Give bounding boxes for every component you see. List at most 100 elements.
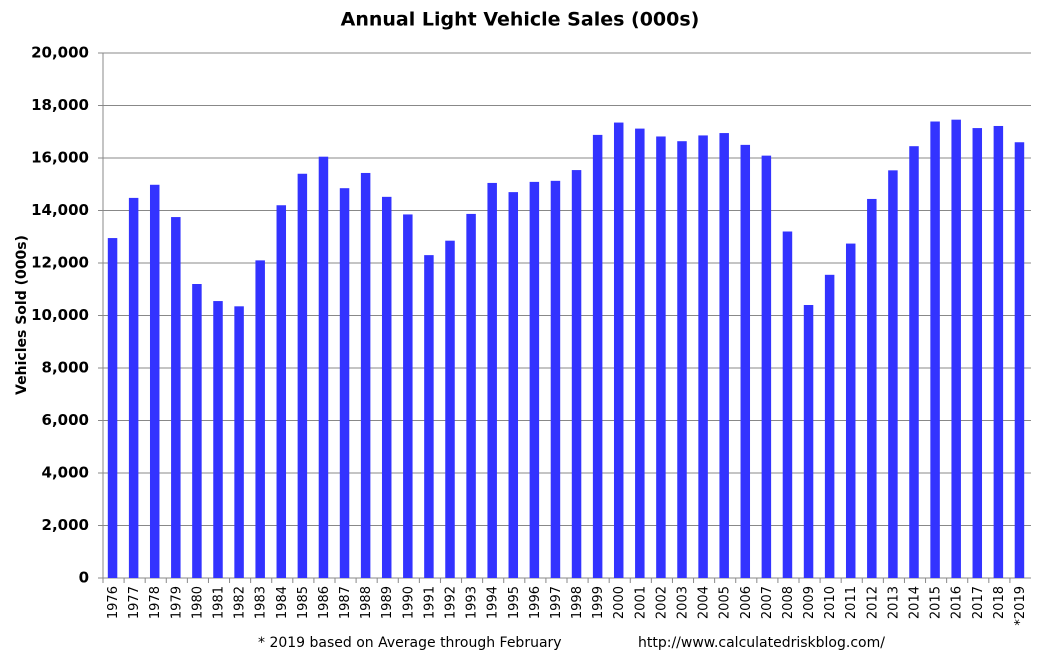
- bar: [592, 134, 603, 578]
- bar: [867, 198, 877, 578]
- bar: [571, 170, 582, 578]
- bar: [529, 181, 540, 578]
- bar: [909, 146, 919, 578]
- x-tick-label: 1995: [507, 586, 522, 619]
- bar: [1014, 142, 1025, 578]
- x-tick-label: *2019: [1013, 586, 1028, 626]
- bar: [403, 214, 413, 578]
- bar: [677, 141, 687, 578]
- bar: [740, 144, 751, 578]
- x-tick-label: 1990: [401, 586, 416, 619]
- x-tick-label: 2011: [844, 586, 859, 619]
- bar: [993, 125, 1004, 578]
- x-tick-label: 2003: [676, 586, 691, 619]
- bar: [128, 197, 139, 578]
- source: http://www.calculatedriskblog.com/: [638, 635, 885, 651]
- x-tick-label: 2010: [823, 586, 838, 619]
- y-tick-label: 2,000: [42, 516, 89, 534]
- x-tick-label: 1992: [444, 586, 459, 619]
- x-tick-label: 2006: [739, 586, 754, 619]
- bar: [613, 122, 624, 578]
- x-tick-label: 2012: [865, 586, 880, 619]
- x-tick-label: 2004: [697, 586, 712, 619]
- bar: [213, 301, 223, 578]
- x-tick-label: 1978: [148, 586, 163, 619]
- bar: [466, 213, 476, 578]
- x-tick-label: 2005: [718, 586, 733, 619]
- bar: [487, 182, 497, 578]
- y-axis-label: Vehicles Sold (000s): [14, 235, 30, 395]
- x-tick-label: 2008: [781, 586, 796, 619]
- x-tick-label: 1976: [106, 586, 121, 619]
- x-tick-label: 2016: [950, 586, 965, 619]
- y-tick-label: 10,000: [31, 306, 89, 324]
- x-tick-label: 1987: [338, 586, 353, 619]
- bar: [824, 274, 835, 578]
- bar: [360, 172, 371, 578]
- x-tick-label: 1979: [169, 586, 184, 619]
- x-tick-label: 2013: [886, 586, 901, 619]
- chart-title: Annual Light Vehicle Sales (000s): [341, 9, 700, 31]
- bar: [972, 128, 983, 578]
- x-tick-label: 1996: [528, 586, 543, 619]
- bar: [445, 240, 455, 578]
- bar: [149, 184, 160, 578]
- x-tick-label: 2007: [760, 586, 775, 619]
- x-tick-label: 1983: [254, 586, 269, 619]
- y-tick-label: 18,000: [31, 96, 89, 114]
- x-tick-label: 2009: [802, 586, 817, 619]
- y-tick-label: 14,000: [31, 201, 89, 219]
- y-tick-label: 16,000: [31, 149, 89, 167]
- bar: [234, 306, 244, 578]
- bar: [318, 156, 329, 578]
- bar: [803, 305, 814, 578]
- x-tick-label: 2015: [929, 586, 944, 619]
- x-tick-label: 2001: [633, 586, 648, 619]
- x-tick-label: 1982: [233, 586, 248, 619]
- x-tick-label: 1984: [275, 586, 290, 619]
- y-tick-label: 0: [79, 569, 89, 587]
- bar: [951, 119, 961, 579]
- y-tick-label: 8,000: [42, 359, 89, 377]
- x-tick-label: 1991: [422, 586, 437, 619]
- y-tick-label: 12,000: [31, 254, 89, 272]
- x-tick-label: 1985: [296, 586, 311, 619]
- x-tick-label: 1997: [549, 586, 564, 619]
- bar: [171, 217, 181, 578]
- x-tick-label: 1994: [486, 586, 501, 619]
- x-tick-label: 1986: [317, 586, 332, 619]
- x-tick-label: 1988: [359, 586, 374, 619]
- x-tick-label: 1998: [570, 586, 585, 619]
- footnote: * 2019 based on Average through February: [258, 635, 562, 651]
- x-tick-label: 1989: [380, 586, 395, 619]
- bar: [761, 155, 772, 578]
- y-tick-label: 6,000: [42, 411, 89, 429]
- x-tick-label: 2018: [992, 586, 1007, 619]
- bar: [888, 170, 898, 578]
- bar: [782, 231, 793, 578]
- bar: [719, 133, 729, 578]
- bar: [255, 260, 265, 578]
- x-tick-label: 2014: [908, 586, 923, 619]
- bar: [635, 128, 645, 578]
- y-tick-label: 4,000: [42, 464, 89, 482]
- x-tick-label: 1977: [127, 586, 142, 619]
- bar: [930, 121, 940, 578]
- x-tick-label: 2000: [612, 586, 627, 619]
- x-tick-label: 1999: [591, 586, 606, 619]
- x-tick-label: 2002: [654, 586, 669, 619]
- bar: [381, 196, 392, 578]
- bar: [550, 180, 561, 578]
- bar: [297, 173, 308, 578]
- x-tick-label: 2017: [971, 586, 986, 619]
- x-tick-label: 1980: [190, 586, 205, 619]
- bar: [107, 238, 118, 578]
- y-tick-label: 20,000: [31, 44, 89, 62]
- x-tick-label: 1993: [465, 586, 480, 619]
- bar: [424, 255, 434, 578]
- bar: [508, 192, 519, 578]
- bar: [276, 205, 287, 578]
- bar: [656, 136, 666, 578]
- bar: [192, 284, 202, 578]
